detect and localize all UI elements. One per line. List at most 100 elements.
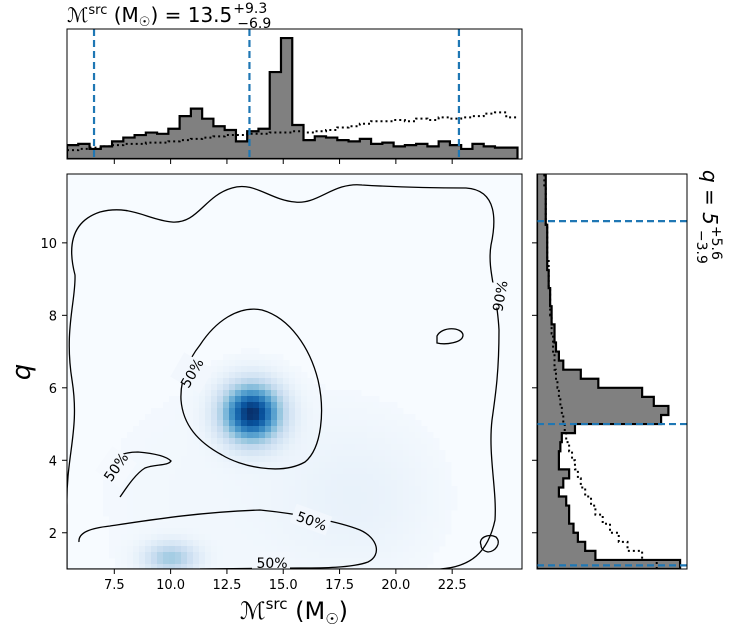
heatmap-cell [175,534,182,541]
heatmap-cell [127,474,134,481]
heatmap-cell [139,420,146,427]
heatmap-cell [217,396,224,403]
heatmap-cell [145,420,152,427]
heatmap-cell [241,564,248,569]
top-marginal-panel [66,28,523,164]
heatmap-cell [265,450,272,457]
heatmap-cell [151,468,158,475]
heatmap-cell [193,558,200,565]
right-marginal-panel [532,173,688,570]
heatmap-cell [409,540,416,547]
heatmap-cell [415,438,422,445]
heatmap-cell [247,462,254,469]
heatmap-cell [301,396,308,403]
contour-50-percent-small [479,534,499,553]
heatmap-cell [103,480,110,487]
heatmap-cell [325,534,332,541]
heatmap-cell [139,516,146,523]
heatmap-cell [337,540,344,547]
heatmap-cell [409,510,416,517]
heatmap-cell [277,390,284,397]
heatmap-cell [259,432,266,439]
heatmap-cell [241,444,248,451]
heatmap-cell [325,504,332,511]
heatmap-cell [331,396,338,403]
heatmap-cell [271,444,278,451]
heatmap-cell [319,384,326,391]
heatmap-cell [139,480,146,487]
heatmap-cell [235,432,242,439]
heatmap-cell [271,420,278,427]
heatmap-cell [283,456,290,463]
heatmap-cell [181,504,188,511]
heatmap-cell [193,444,200,451]
heatmap-cell [289,552,296,559]
heatmap-cell [421,432,428,439]
y-tick-label: 8 [49,309,57,324]
heatmap-cell [241,456,248,463]
heatmap-cell [241,462,248,469]
heatmap-cell [439,480,446,487]
heatmap-cell [235,360,242,367]
heatmap-cell [145,468,152,475]
heatmap-cell [241,348,248,355]
heatmap-cell [433,540,440,547]
heatmap-cell [361,534,368,541]
heatmap-cell [289,432,296,439]
heatmap-cell [277,414,284,421]
right-marginal-histogram [537,174,687,569]
heatmap-cell [373,504,380,511]
heatmap-cell [439,516,446,523]
heatmap-cell [259,456,266,463]
heatmap-cell [295,558,302,565]
heatmap-cell [223,408,230,415]
heatmap-cell [271,378,278,385]
heatmap-cell [217,462,224,469]
heatmap-cell [211,420,218,427]
heatmap-cell [307,540,314,547]
heatmap-cell [415,426,422,433]
heatmap-cell [253,516,260,523]
heatmap-cell [397,528,404,535]
heatmap-cell [259,528,266,535]
heatmap-cell [235,378,242,385]
heatmap-cell [343,462,350,469]
heatmap-cell [115,558,122,565]
heatmap-cell [307,456,314,463]
heatmap-cell [139,486,146,493]
heatmap-cell [283,498,290,505]
heatmap-cell [265,366,272,373]
heatmap-cell [139,468,146,475]
heatmap-cell [439,468,446,475]
heatmap-cell [259,492,266,499]
heatmap-cell [223,540,230,547]
heatmap-cell [433,510,440,517]
heatmap-cell [331,498,338,505]
heatmap-cell [403,528,410,535]
heatmap-cell [187,480,194,487]
heatmap-cell [271,492,278,499]
heatmap-cell [133,540,140,547]
heatmap-cell [283,390,290,397]
heatmap-cell [247,426,254,433]
heatmap-cell [313,426,320,433]
heatmap-cell [277,444,284,451]
heatmap-cell [217,510,224,517]
heatmap-cell [127,516,134,523]
heatmap-cell [349,498,356,505]
heatmap-cell [211,450,218,457]
heatmap-cell [319,414,326,421]
heatmap-cell [301,438,308,445]
heatmap-cell [247,390,254,397]
heatmap-cell [223,558,230,565]
heatmap-cell [403,468,410,475]
heatmap-cell [283,402,290,409]
heatmap-cell [427,450,434,457]
heatmap-cell [169,504,176,511]
heatmap-cell [385,522,392,529]
heatmap-cell [409,534,416,541]
heatmap-cell [187,474,194,481]
heatmap-cell [307,402,314,409]
heatmap-cell [163,414,170,421]
heatmap-cell [343,528,350,535]
